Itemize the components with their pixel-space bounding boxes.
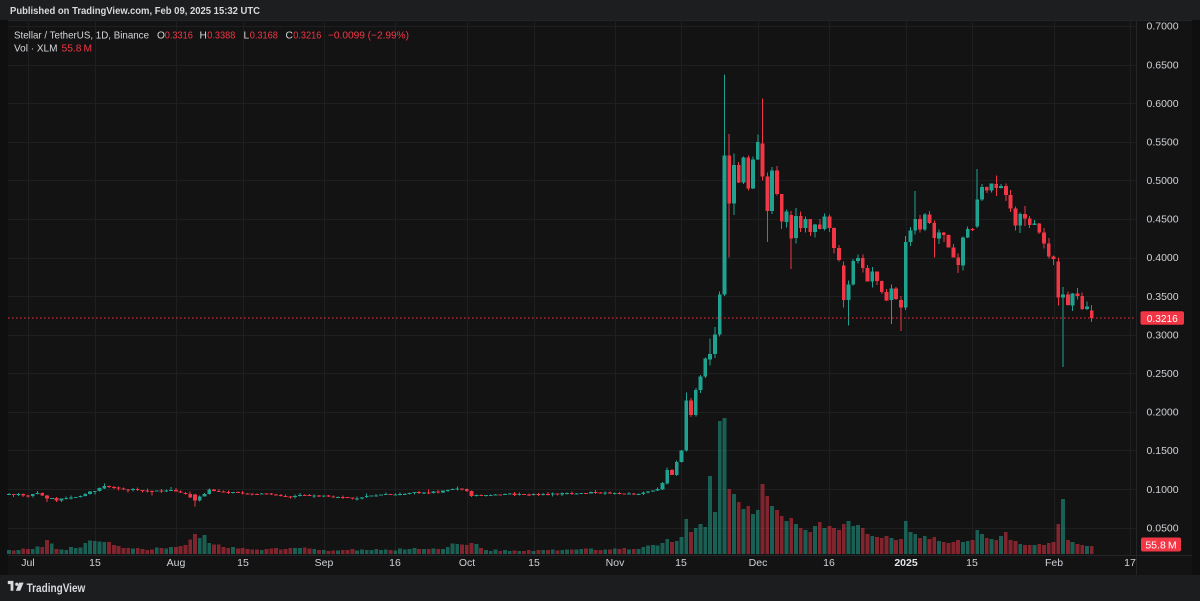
svg-text:15: 15 [89, 557, 101, 569]
svg-text:Vol · XLM: Vol · XLM [14, 43, 58, 54]
svg-text:0.3216: 0.3216 [293, 30, 321, 41]
svg-text:0.1000: 0.1000 [1147, 484, 1179, 496]
svg-text:0.7000: 0.7000 [1147, 21, 1179, 33]
svg-text:0.4000: 0.4000 [1147, 252, 1179, 264]
svg-text:H: H [200, 30, 207, 41]
svg-text:0.3216: 0.3216 [1147, 313, 1178, 325]
svg-text:16: 16 [823, 557, 835, 569]
svg-text:Aug: Aug [167, 557, 186, 569]
svg-text:16: 16 [389, 557, 401, 569]
svg-text:0.2500: 0.2500 [1147, 368, 1179, 380]
svg-text:Sep: Sep [315, 557, 334, 569]
svg-text:0.2000: 0.2000 [1147, 407, 1179, 419]
svg-text:0.3388: 0.3388 [207, 30, 235, 41]
svg-text:L: L [244, 30, 250, 41]
svg-text:15: 15 [675, 557, 687, 569]
svg-text:55.8 M: 55.8 M [1145, 539, 1176, 551]
svg-text:0.6500: 0.6500 [1147, 59, 1179, 71]
svg-text:15: 15 [237, 557, 249, 569]
svg-text:55.8 M: 55.8 M [62, 43, 93, 54]
svg-text:Oct: Oct [459, 557, 475, 569]
svg-text:−0.0099 (−2.99%): −0.0099 (−2.99%) [328, 30, 409, 41]
svg-text:Nov: Nov [606, 557, 625, 569]
svg-text:Feb: Feb [1045, 557, 1063, 569]
svg-text:0.5000: 0.5000 [1147, 175, 1179, 187]
svg-text:0.1500: 0.1500 [1147, 445, 1179, 457]
svg-text:15: 15 [966, 557, 978, 569]
svg-text:0.3316: 0.3316 [165, 30, 193, 41]
svg-text:0.4500: 0.4500 [1147, 214, 1179, 226]
svg-text:0.0500: 0.0500 [1147, 522, 1179, 534]
svg-text:0.5500: 0.5500 [1147, 137, 1179, 149]
svg-text:2025: 2025 [894, 557, 918, 569]
svg-text:C: C [286, 30, 293, 41]
svg-text:Dec: Dec [749, 557, 768, 569]
svg-text:0.3168: 0.3168 [250, 30, 278, 41]
svg-text:TradingView: TradingView [27, 581, 86, 595]
svg-text:Stellar / TetherUS, 1D, Binanc: Stellar / TetherUS, 1D, Binance [14, 30, 149, 41]
svg-text:O: O [157, 30, 165, 41]
svg-text:0.3000: 0.3000 [1147, 329, 1179, 341]
svg-text:15: 15 [528, 557, 540, 569]
svg-text:0.6000: 0.6000 [1147, 98, 1179, 110]
svg-text:Jul: Jul [21, 557, 34, 569]
svg-text:Published on TradingView.com,: Published on TradingView.com, Feb 09, 20… [10, 6, 261, 17]
svg-text:17: 17 [1124, 557, 1136, 569]
svg-text:0.3500: 0.3500 [1147, 291, 1179, 303]
